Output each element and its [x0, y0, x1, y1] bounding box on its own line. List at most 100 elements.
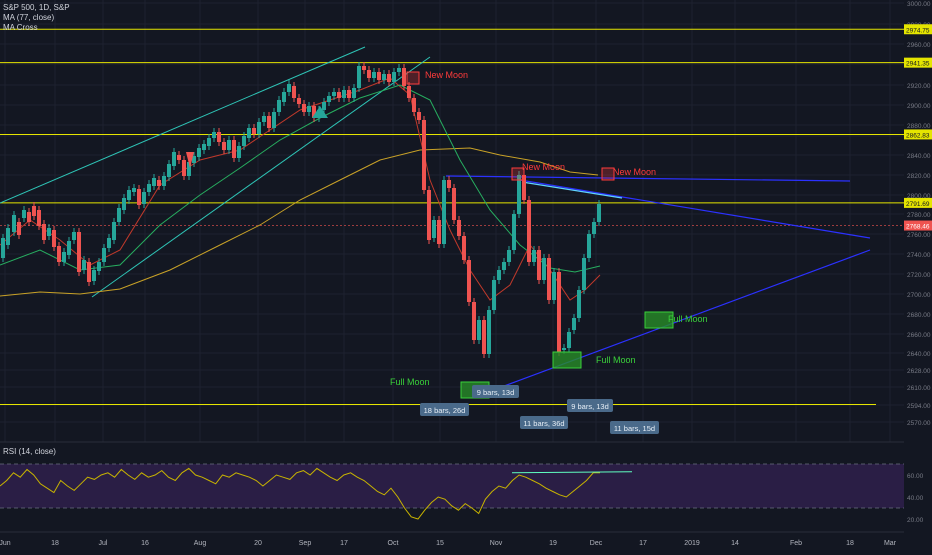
- candle-body: [492, 280, 496, 310]
- candle-body: [442, 180, 446, 244]
- candle-body: [427, 190, 431, 240]
- price-tag: [904, 220, 932, 231]
- candle-body: [197, 148, 201, 157]
- rsi-pane: [0, 441, 904, 530]
- candle-body: [567, 332, 571, 348]
- up-arrow-icon: [312, 106, 328, 118]
- blue-resistance-line: [445, 175, 851, 182]
- time-tick-label: Jun: [0, 540, 11, 547]
- new-moon-marker: [406, 71, 420, 85]
- price-axis[interactable]: 3000.002980.002960.002940.002920.002900.…: [904, 0, 932, 550]
- candle-body: [172, 152, 176, 166]
- candle-body: [92, 270, 96, 281]
- time-tick-label: Aug: [194, 540, 207, 547]
- ma77-line: [0, 147, 599, 297]
- candle-body: [307, 106, 311, 112]
- candle-body: [57, 246, 61, 262]
- candle-body: [32, 206, 36, 216]
- candle-body: [262, 116, 266, 122]
- candle-body: [97, 262, 101, 271]
- time-tick-label: 18: [846, 540, 854, 547]
- price-tick-label: 2660.00: [907, 332, 931, 339]
- ma-indicator-label[interactable]: MA (77, close): [3, 13, 55, 22]
- price-tick-label: 2700.00: [907, 292, 931, 299]
- time-axis-background: [0, 532, 932, 550]
- moon-label: Full Moon: [596, 355, 636, 365]
- candle-body: [22, 210, 26, 218]
- candle-body: [577, 290, 581, 318]
- candle-body: [472, 302, 476, 340]
- bars-range-label: 11 bars, 36d: [523, 419, 564, 428]
- price-tag-label: 2791.69: [906, 201, 930, 208]
- rsi-tick-label: 40.00: [907, 495, 924, 502]
- candle-body: [507, 250, 511, 262]
- rsi-line: [0, 467, 600, 520]
- rsi-tick-label: 60.00: [907, 473, 924, 480]
- candle-body: [407, 86, 411, 98]
- candle-body: [362, 66, 366, 70]
- candle-body: [282, 92, 286, 102]
- candle-body: [257, 122, 261, 134]
- candle-body: [142, 192, 146, 204]
- bars-range-badge: [610, 421, 659, 434]
- time-tick-label: Jul: [99, 540, 108, 547]
- candle-body: [517, 175, 521, 214]
- candle-body: [6, 228, 10, 245]
- bars-range-badge: [520, 416, 568, 429]
- candle-body: [377, 72, 381, 80]
- candle-body: [147, 184, 151, 192]
- time-axis[interactable]: Jun 18 Jul 16 Aug 20 Sep 17 Oct 15 Nov 19 Dec 17 2019 1…: [0, 531, 932, 550]
- candle-body: [87, 262, 91, 282]
- price-axis-background: [904, 0, 932, 550]
- candle-body: [467, 260, 471, 302]
- time-tick-label: Sep: [299, 540, 312, 547]
- price-tick-label: 2628.00: [907, 368, 931, 375]
- time-tick-label: 17: [639, 540, 647, 547]
- candle-body: [52, 230, 56, 247]
- rsi-tick-label: 20.00: [907, 517, 924, 524]
- price-tick-label: 2960.00: [907, 42, 931, 49]
- candle-body: [477, 320, 481, 340]
- candle-body: [452, 188, 456, 220]
- candle-body: [327, 96, 331, 102]
- candle-body: [322, 102, 326, 110]
- price-tag: [904, 197, 932, 208]
- candle-body: [232, 140, 236, 158]
- candle-body: [367, 70, 371, 78]
- cyan-short-line: [521, 181, 623, 199]
- time-tick-label: 19: [549, 540, 557, 547]
- candle-body: [382, 74, 386, 80]
- symbol-line[interactable]: S&P 500, 1D, S&P: [3, 3, 70, 12]
- ma-cross-label[interactable]: MA Cross: [3, 23, 38, 32]
- candle-body: [192, 156, 196, 163]
- bars-range-label: 9 bars, 13d: [571, 402, 609, 411]
- price-tag: [904, 24, 932, 35]
- full-moon-marker: [644, 311, 674, 329]
- moon-label: New Moon: [522, 162, 565, 172]
- candle-body: [592, 222, 596, 234]
- candle-body: [337, 92, 341, 98]
- candle-body: [422, 120, 426, 190]
- candle-body: [392, 72, 396, 82]
- price-tick-label: 2920.00: [907, 83, 931, 90]
- price-tag-label: 2862.83: [906, 132, 930, 139]
- candle-body: [237, 146, 241, 158]
- price-tag: [904, 57, 932, 68]
- price-tick-label: 2570.00: [907, 420, 931, 427]
- rsi-legend[interactable]: RSI (14, close): [3, 447, 56, 456]
- blue-upper-wedge-line: [519, 179, 871, 239]
- candle-body: [12, 215, 16, 232]
- time-tick-label: Mar: [884, 540, 897, 547]
- bars-range-label: 9 bars, 13d: [477, 388, 515, 397]
- channel-lower-line: [91, 56, 431, 298]
- time-tick-label: 14: [731, 540, 739, 547]
- time-tick-label: 2019: [684, 540, 700, 547]
- candle-body: [532, 250, 536, 262]
- moon-label: New Moon: [425, 70, 468, 80]
- candle-body: [487, 310, 491, 354]
- candles: [1, 62, 601, 358]
- candle-body: [252, 128, 256, 134]
- candle-body: [302, 104, 306, 112]
